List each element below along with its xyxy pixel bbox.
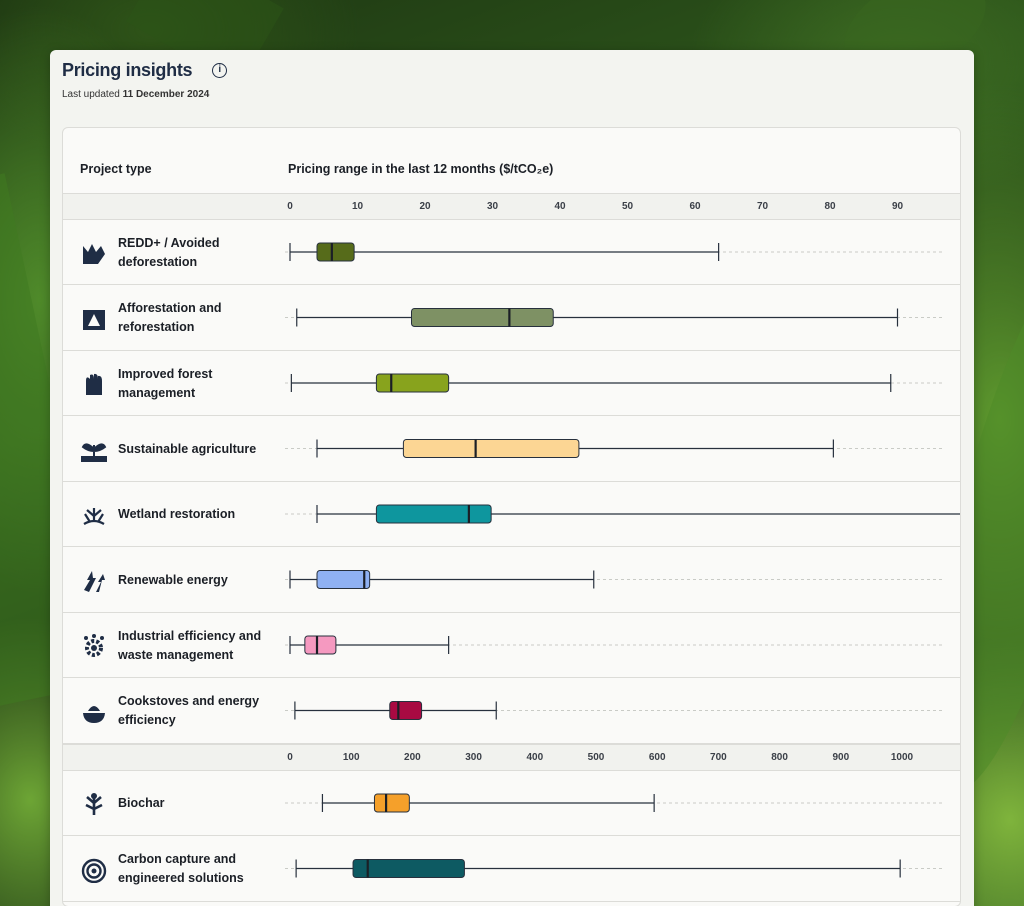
boxplot-mark xyxy=(285,242,945,262)
x-axis-1: 0 10 20 30 40 50 60 70 80 90 xyxy=(63,193,960,220)
table-row: Renewable energy xyxy=(63,548,960,613)
table-row: Biochar xyxy=(63,771,960,836)
project-type-label: Carbon capture and engineered solutions xyxy=(118,852,244,885)
iqr-box xyxy=(375,504,492,524)
x-tick-label: 50 xyxy=(621,201,634,212)
table-row: REDD+ / Avoided deforestation xyxy=(63,220,960,285)
x-tick-label: 900 xyxy=(832,752,850,763)
table-row: Carbon capture and engineered solutions xyxy=(63,837,960,902)
x-tick-label: 0 xyxy=(287,201,293,212)
boxplot-mark xyxy=(285,570,945,589)
x-tick-label: 60 xyxy=(689,201,701,212)
boxplot-mark xyxy=(285,793,945,813)
x-tick-label: 40 xyxy=(554,201,566,212)
x-tick-label: 70 xyxy=(756,201,769,212)
x-tick-label: 300 xyxy=(465,752,482,763)
x-tick-label: 600 xyxy=(648,752,666,763)
iqr-box xyxy=(316,570,371,589)
x-tick-label: 100 xyxy=(342,752,360,763)
table-row: Wetland restoration xyxy=(63,482,960,547)
boxplot-mark xyxy=(285,439,945,458)
project-type-label: Sustainable agriculture xyxy=(118,441,257,456)
x-tick-label: 10 xyxy=(351,201,364,212)
iqr-box xyxy=(304,635,337,655)
carbon-capture-icon xyxy=(80,857,108,883)
x-tick-label: 90 xyxy=(891,201,904,212)
boxplot-mark xyxy=(285,308,945,327)
table-header: Project type Pricing range in the last 1… xyxy=(63,128,960,194)
iqr-box xyxy=(411,308,554,327)
iqr-box xyxy=(316,242,355,262)
x-tick-label: 700 xyxy=(710,752,727,763)
table-row: Improved forest management xyxy=(63,351,960,416)
last-updated-date: 11 December 2024 xyxy=(122,89,210,100)
project-type-label: Wetland restoration xyxy=(118,507,236,521)
x-tick-label: 500 xyxy=(587,752,605,763)
afforestation-icon xyxy=(80,306,108,332)
biochar-icon xyxy=(80,791,108,817)
agriculture-icon xyxy=(80,437,108,463)
x-tick-label: 80 xyxy=(824,201,836,212)
boxplot-chart xyxy=(285,242,960,878)
project-type-label: Cookstoves and energy efficiency xyxy=(118,694,260,727)
forest-management-icon xyxy=(80,371,108,397)
table-row: Afforestation and reforestation xyxy=(63,286,960,351)
boxplot-mark xyxy=(285,635,945,655)
info-icon[interactable]: i xyxy=(212,63,228,78)
iqr-box xyxy=(389,701,423,720)
cookstove-icon xyxy=(80,699,108,725)
pricing-insights-card: Pricing insights i Last updated 11 Decem… xyxy=(50,50,974,906)
x-tick-label: 400 xyxy=(526,752,544,763)
column-header-pricing-range: Pricing range in the last 12 months ($/t… xyxy=(288,162,554,176)
iqr-box xyxy=(373,793,410,813)
table-row: Industrial efficiency and waste manageme… xyxy=(63,613,960,678)
last-updated-prefix: Last updated xyxy=(62,89,120,100)
pricing-table: Project type Pricing range in the last 1… xyxy=(62,127,961,906)
iqr-box xyxy=(375,373,450,393)
redd-icon xyxy=(80,240,108,266)
project-type-label: REDD+ / Avoided deforestation xyxy=(118,235,220,269)
project-type-label: Afforestation and reforestation xyxy=(118,301,222,334)
x-tick-label: 20 xyxy=(419,201,431,212)
iqr-box xyxy=(402,439,580,458)
x-tick-label: 0 xyxy=(287,752,293,763)
boxplot-mark xyxy=(285,504,960,524)
project-type-label: Improved forest management xyxy=(118,366,213,400)
table-row: Sustainable agriculture xyxy=(63,417,960,482)
x-tick-label: 800 xyxy=(771,752,788,763)
table-row: Cookstoves and energy efficiency xyxy=(63,679,960,744)
project-type-label: Renewable energy xyxy=(118,572,228,587)
boxplot-mark xyxy=(285,373,945,393)
x-tick-label: 200 xyxy=(404,752,421,763)
x-axis-2: 0 100 200 300 400 500 600 700 800 900 1000 xyxy=(63,744,960,771)
industrial-icon xyxy=(80,633,108,659)
iqr-box xyxy=(352,859,465,878)
project-type-label: Biochar xyxy=(118,796,165,810)
x-tick-label: 1000 xyxy=(890,752,914,763)
boxplot-mark xyxy=(285,701,945,720)
page-title: Pricing insights xyxy=(62,60,193,80)
last-updated: Last updated 11 December 2024 xyxy=(62,89,209,100)
wetland-icon xyxy=(80,502,108,528)
project-type-label: Industrial efficiency and waste manageme… xyxy=(118,628,262,662)
column-header-project-type: Project type xyxy=(80,162,152,176)
x-tick-label: 30 xyxy=(486,201,499,212)
renewable-energy-icon xyxy=(80,568,108,594)
boxplot-mark xyxy=(285,859,945,878)
